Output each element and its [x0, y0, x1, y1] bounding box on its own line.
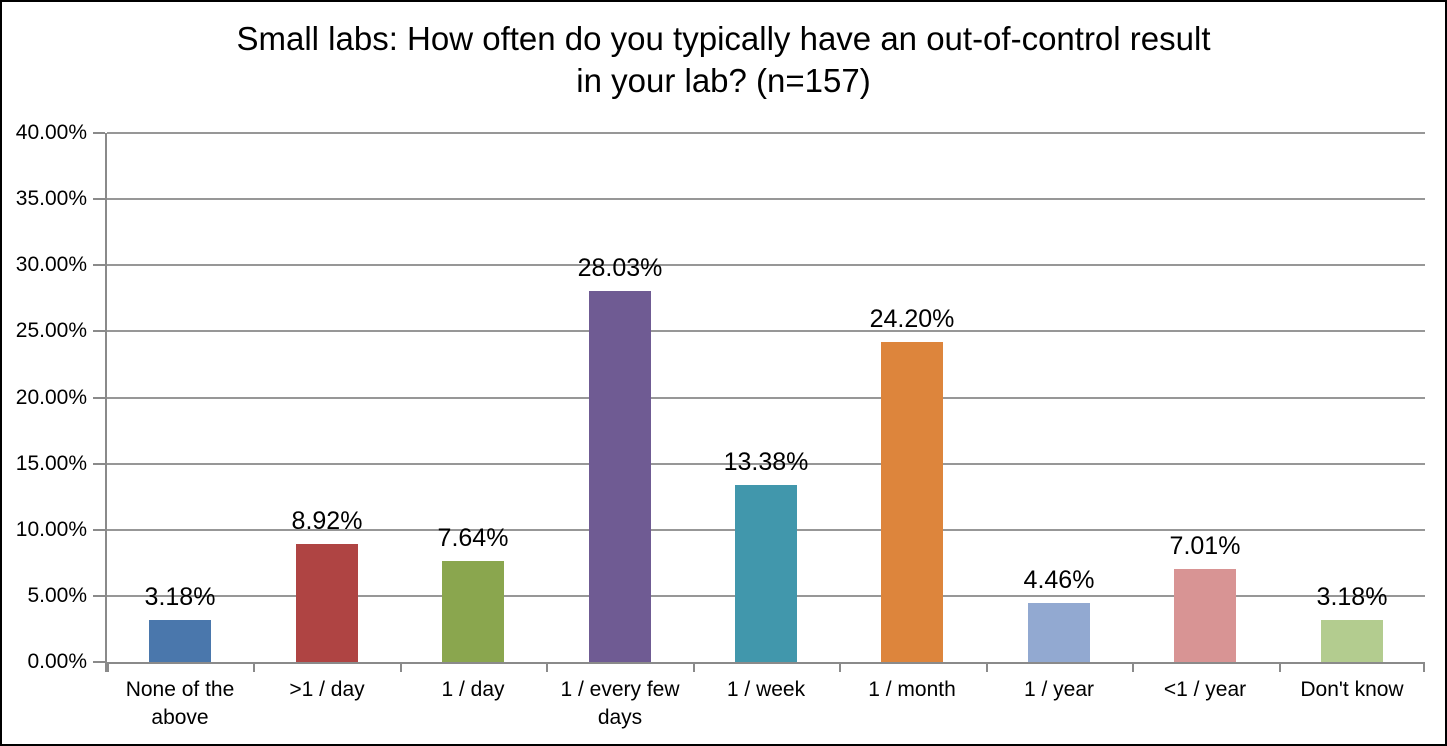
category-label-1-week: 1 / week: [726, 678, 806, 701]
gridline: [107, 330, 1425, 333]
y-axis-tick: [93, 330, 105, 333]
category-label-1-month: 1 / month: [868, 678, 956, 701]
bar-value-label: 28.03%: [577, 254, 663, 282]
bar-value-label: 7.64%: [437, 524, 509, 552]
bar-1-every-few-days[interactable]: [589, 291, 651, 662]
category-label-don-t-know: Don't know: [1300, 678, 1404, 701]
y-axis-tick-label: 35.00%: [15, 187, 87, 211]
x-axis-tick: [107, 664, 109, 672]
bar-value-label: 3.18%: [1316, 583, 1388, 611]
bar-1-year[interactable]: [1174, 569, 1236, 662]
bar-1-month[interactable]: [881, 342, 943, 662]
y-axis-tick-label: 5.00%: [27, 583, 87, 607]
bar-value-label: 3.18%: [144, 583, 216, 611]
x-axis-tick: [400, 664, 402, 672]
gridline: [107, 198, 1425, 201]
x-axis-tick: [1423, 664, 1425, 672]
y-axis-tick-label: 15.00%: [15, 451, 87, 475]
y-axis-tick: [93, 396, 105, 399]
bar-value-label: 7.01%: [1169, 532, 1241, 560]
x-axis-tick: [253, 664, 255, 672]
bar-none-of-the-above[interactable]: [149, 620, 211, 662]
y-axis-tick-label: 20.00%: [15, 385, 87, 409]
x-axis-tick: [1279, 664, 1281, 672]
x-axis-tick: [1132, 664, 1134, 672]
chart-title: Small labs: How often do you typically h…: [236, 20, 1211, 99]
category-label-1-every-few-days: 1 / every few days: [560, 678, 680, 729]
gridline: [107, 396, 1425, 399]
bar-value-label: 13.38%: [723, 448, 809, 476]
x-axis-tick: [839, 664, 841, 672]
bar-value-label: 8.92%: [291, 507, 363, 535]
gridline: [107, 264, 1425, 267]
y-axis-tick: [93, 264, 105, 267]
bar-1-week[interactable]: [735, 485, 797, 662]
bar-value-label: 4.46%: [1023, 566, 1095, 594]
y-axis-tick-label: 10.00%: [15, 517, 87, 541]
category-label-1-year: 1 / year: [1023, 678, 1095, 701]
gridline: [107, 462, 1425, 465]
y-axis-tick-label: 25.00%: [15, 319, 87, 343]
bar-value-label: 24.20%: [869, 305, 955, 333]
x-axis-tick: [986, 664, 988, 672]
y-axis-tick: [93, 661, 105, 663]
category-label-1-year: <1 / year: [1163, 678, 1247, 701]
y-axis-tick: [93, 462, 105, 465]
y-axis-tick-label: 30.00%: [15, 253, 87, 277]
y-axis-tick: [93, 132, 105, 134]
y-axis-tick-label: 0.00%: [27, 650, 87, 673]
y-axis-tick: [93, 198, 105, 201]
bar-1-day[interactable]: [296, 544, 358, 662]
category-label-1-day: 1 / day: [441, 678, 505, 701]
y-axis-tick: [93, 594, 105, 597]
y-axis-tick: [93, 528, 105, 531]
y-axis-tick-label: 40.00%: [15, 121, 87, 144]
category-label-none-of-the-above: None of the above: [125, 678, 235, 729]
x-axis-tick: [693, 664, 695, 672]
y-axis-line: [105, 133, 107, 672]
x-axis-line: [107, 662, 1425, 664]
category-label-1-day: >1 / day: [289, 678, 365, 701]
plot-area: 0.00% 5.00% 10.00% 15.00% 20.00% 25.00% 30.00%…: [16, 121, 1425, 729]
gridline: [107, 132, 1425, 134]
x-axis-tick: [546, 664, 548, 672]
bar-1-day[interactable]: [442, 561, 504, 662]
bar-don-t-know[interactable]: [1321, 620, 1383, 662]
bar-1-year[interactable]: [1028, 603, 1090, 662]
